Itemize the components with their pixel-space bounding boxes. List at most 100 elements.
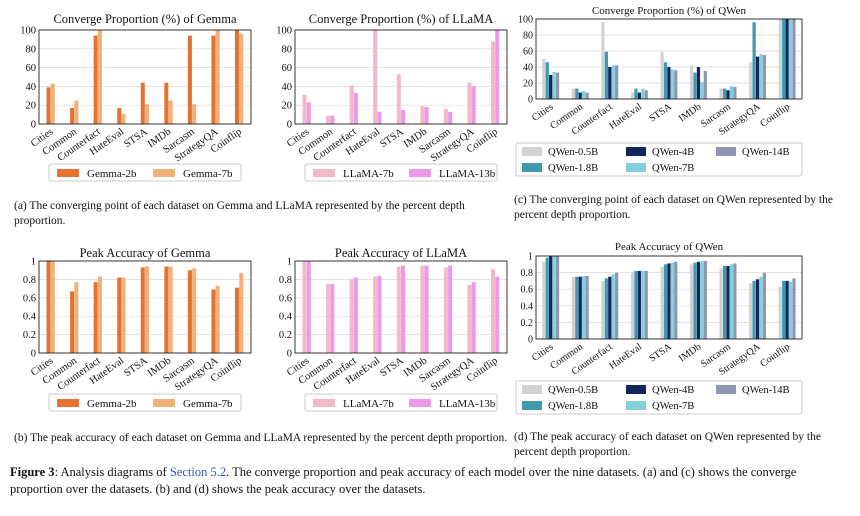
bar-llama-7b-hateeval — [373, 276, 378, 353]
y-tick-label: 0.6 — [521, 285, 534, 296]
bar-gemma-2b-stsa — [140, 267, 145, 353]
bar-llama-13b-coinflip — [495, 276, 500, 353]
y-tick-label: 40 — [26, 82, 37, 93]
legend-label: Gemma-2b — [87, 398, 137, 410]
bar-qwen-1-8b-stsa — [663, 264, 668, 339]
bar-qwen-14b-stsa — [674, 261, 678, 339]
plot-frame — [535, 18, 803, 100]
bar-llama-7b-sarcasm — [443, 267, 448, 353]
bar-qwen-4b-cities — [549, 256, 553, 339]
bar-qwen-4b-strategyqa — [755, 279, 760, 339]
bar-gemma-2b-common — [70, 108, 75, 124]
legend-label: QWen-14B — [742, 147, 790, 158]
legend-swatch — [153, 169, 175, 177]
figure-text-before: : Analysis diagrams of — [54, 465, 170, 479]
bar-gemma-7b-coinflip — [239, 33, 244, 124]
bar-qwen-4b-strategyqa — [755, 56, 760, 99]
section-link[interactable]: Section 5.2 — [169, 465, 227, 479]
bar-qwen-14b-sarcasm — [733, 87, 737, 99]
x-tick-label: Coinflip — [758, 101, 792, 129]
legend-swatch — [313, 169, 335, 177]
bar-qwen-0-5b-hateeval — [630, 92, 635, 99]
bar-gemma-2b-sarcasm — [187, 270, 192, 353]
y-tick-label: 0.4 — [279, 312, 293, 323]
y-tick-label: 40 — [282, 82, 293, 93]
bar-qwen-1-8b-coinflip — [782, 280, 786, 339]
bar-qwen-1-8b-sarcasm — [722, 88, 727, 99]
bar-qwen-4b-coinflip — [785, 280, 789, 339]
bar-qwen-0-5b-coinflip — [778, 19, 782, 99]
bar-qwen-7b-hateeval — [641, 88, 645, 99]
bar-gemma-7b-coinflip — [239, 272, 244, 353]
bar-gemma-2b-counterfact — [93, 35, 98, 124]
bar-qwen-4b-hateeval — [637, 270, 641, 339]
chart-gemma-converge: Converge Proportion (%) of Gemma 0 20 40 60 8… — [20, 12, 252, 182]
bar-gemma-2b-cities — [46, 87, 51, 124]
bar-qwen-14b-coinflip — [792, 19, 796, 99]
bar-gemma-2b-cities — [46, 261, 51, 353]
bar-qwen-7b-stsa — [670, 262, 674, 339]
bar-gemma-7b-stsa — [145, 104, 150, 124]
legend-label: Gemma-7b — [183, 398, 233, 410]
legend-box — [304, 163, 498, 182]
bar-qwen-1-8b-strategyqa — [752, 280, 756, 339]
bar-qwen-14b-cities — [555, 256, 560, 339]
bar-qwen-4b-stsa — [667, 263, 671, 339]
bar-gemma-7b-counterfact — [97, 30, 102, 124]
bar-qwen-7b-strategyqa — [759, 276, 763, 339]
legend-swatch — [716, 147, 736, 156]
bar-qwen-0-5b-cities — [542, 261, 546, 339]
bar-qwen-4b-sarcasm — [726, 90, 730, 99]
bar-qwen-14b-cities — [555, 72, 560, 99]
chart-title: Converge Proportion (%) of QWen — [592, 5, 747, 17]
chart-title: Peak Accuracy of Gemma — [80, 246, 211, 260]
bar-gemma-7b-cities — [50, 83, 55, 124]
bar-gemma-2b-common — [70, 291, 75, 353]
bar-qwen-7b-coinflip — [788, 281, 793, 339]
bar-qwen-1-8b-sarcasm — [722, 265, 727, 339]
plot-frame — [535, 255, 803, 340]
x-tick-label: HateEval — [607, 341, 644, 371]
bar-qwen-14b-strategyqa — [762, 55, 767, 99]
plot-frame — [294, 260, 508, 354]
bar-qwen-1-8b-imdb — [693, 262, 697, 339]
bar-llama-7b-coinflip — [490, 269, 496, 353]
legend-swatch — [57, 399, 79, 407]
legend-swatch — [522, 147, 542, 156]
legend-swatch — [522, 401, 542, 410]
bar-qwen-1-8b-strategyqa — [752, 22, 756, 100]
bar-qwen-14b-stsa — [674, 70, 678, 99]
figure-caption: Figure 3: Analysis diagrams of Section 5… — [10, 464, 850, 498]
bar-qwen-7b-cities — [552, 71, 556, 99]
bar-qwen-14b-sarcasm — [733, 263, 737, 339]
legend-label: QWen-0.5B — [548, 147, 598, 158]
bar-llama-7b-cities — [302, 94, 307, 124]
y-tick-label: 1 — [31, 257, 36, 268]
y-tick-label: 0 — [528, 95, 533, 106]
bar-llama-13b-coinflip — [495, 30, 500, 124]
caption-b: (b) The peak accuracy of each dataset on… — [14, 432, 508, 444]
bar-llama-13b-hateeval — [377, 111, 382, 124]
y-tick-label: 0.6 — [279, 293, 292, 304]
y-tick-label: 40 — [523, 63, 533, 74]
chart-gemma-peak: Peak Accuracy of Gemma00.20.40.60.81Citi… — [23, 246, 252, 412]
legend-label: LLaMA-13b — [439, 168, 496, 180]
y-tick-label: 1 — [528, 252, 533, 263]
bar-llama-13b-cities — [306, 261, 311, 353]
x-tick-label: STSA — [122, 126, 150, 150]
legend-label: QWen-7B — [652, 163, 694, 174]
bar-qwen-1-8b-cities — [545, 257, 549, 339]
bar-qwen-1-8b-hateeval — [634, 270, 638, 339]
bar-qwen-0-5b-strategyqa — [749, 283, 753, 339]
bar-llama-7b-hateeval — [373, 30, 378, 124]
bar-llama-13b-stsa — [401, 265, 406, 353]
y-tick-label: 0 — [31, 120, 36, 131]
bar-qwen-0-5b-common — [571, 276, 575, 339]
bar-qwen-7b-counterfact — [611, 274, 615, 339]
bar-qwen-4b-stsa — [667, 67, 671, 99]
caption-a: (a) The converging point of each dataset… — [14, 200, 465, 227]
bar-qwen-4b-imdb — [696, 67, 701, 99]
legend-swatch — [522, 385, 542, 394]
bar-qwen-4b-cities — [549, 75, 553, 99]
legend-label: LLaMA-13b — [439, 398, 496, 410]
